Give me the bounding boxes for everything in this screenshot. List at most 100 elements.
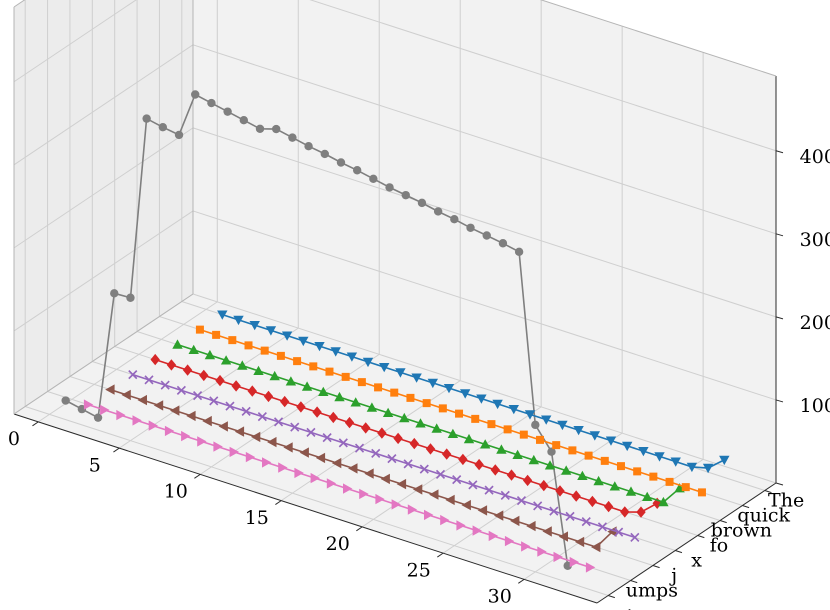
data-point (343, 483, 353, 494)
x-tick-mark (32, 421, 39, 427)
data-point (272, 124, 281, 134)
y-tick-mark (608, 595, 616, 599)
data-point (61, 396, 70, 405)
z-grid-back (192, 210, 777, 401)
data-point (396, 478, 407, 490)
y-tick-mark (719, 520, 727, 524)
data-point (209, 396, 219, 406)
y-tick-mark (675, 550, 683, 554)
data-point (207, 98, 216, 108)
data-point (702, 463, 714, 474)
series-5 (105, 384, 617, 553)
data-point (93, 413, 103, 422)
data-point (605, 436, 617, 446)
data-point (371, 448, 381, 458)
data-point (429, 489, 439, 500)
data-point (285, 376, 297, 386)
data-point (263, 390, 274, 403)
data-point (100, 404, 110, 416)
data-point (472, 525, 482, 536)
z-grid-back (192, 127, 777, 318)
data-point (293, 357, 302, 366)
data-point (299, 447, 309, 458)
y-tick-label: j (669, 564, 677, 586)
data-point (280, 395, 290, 408)
data-point (585, 562, 596, 573)
data-point (616, 462, 625, 471)
data-point (568, 446, 577, 455)
data-point (425, 443, 436, 455)
data-point (312, 406, 322, 418)
data-point (346, 352, 358, 362)
data-point (393, 432, 403, 445)
x-tick-label: 20 (326, 533, 350, 555)
data-point (415, 418, 426, 428)
data-point (128, 370, 138, 380)
data-point (354, 443, 365, 453)
data-point (142, 114, 151, 123)
data-point (215, 374, 225, 387)
data-point (150, 353, 160, 366)
data-point (218, 421, 228, 432)
data-point (239, 116, 249, 125)
data-point (670, 457, 681, 467)
data-point (382, 407, 394, 417)
data-point (492, 399, 503, 410)
data-point (374, 383, 383, 392)
data-point (199, 369, 209, 382)
data-point (377, 427, 387, 439)
x-tick-mark (275, 500, 282, 505)
data-point (431, 423, 442, 433)
data-point (438, 404, 447, 413)
data-point (304, 141, 313, 151)
data-point (484, 485, 494, 495)
data-point (330, 347, 341, 357)
data-point (193, 391, 203, 401)
data-point (281, 331, 293, 341)
data-point (506, 469, 517, 481)
data-point (433, 207, 443, 216)
data-point (116, 409, 126, 421)
series-line (132, 373, 636, 539)
data-point (574, 536, 585, 548)
data-point (649, 472, 658, 481)
data-point (468, 480, 478, 490)
data-point (357, 378, 366, 387)
data-point (153, 400, 164, 411)
data-point (132, 415, 142, 426)
data-point (500, 490, 510, 500)
data-point (496, 444, 507, 454)
z-tick-mark (775, 482, 784, 486)
data-point (121, 389, 131, 401)
y-grid-floor (25, 406, 609, 596)
data-point (406, 393, 415, 402)
data-point (539, 479, 549, 492)
data-point (320, 149, 329, 159)
y-tick-mark (764, 490, 772, 494)
data-point (253, 365, 264, 375)
data-point (587, 495, 598, 508)
x-tick-mark (356, 526, 363, 532)
y-tick-label: The (768, 489, 804, 511)
data-point (609, 481, 620, 491)
data-point (191, 90, 200, 99)
data-point (137, 394, 147, 406)
data-point (528, 454, 539, 465)
data-point (536, 435, 545, 444)
data-point (471, 414, 480, 423)
data-point (241, 406, 251, 416)
data-point (622, 441, 633, 452)
data-point (460, 389, 471, 399)
data-point (331, 457, 342, 469)
data-point (542, 526, 552, 537)
z-grid-back (192, 293, 777, 484)
z-tick-mark (775, 233, 784, 237)
x-tick-label: 10 (164, 481, 188, 503)
data-point (202, 415, 212, 427)
data-point (445, 494, 455, 506)
data-point (399, 412, 410, 423)
data-point (362, 357, 374, 368)
data-point (166, 359, 177, 371)
data-point (395, 368, 406, 378)
data-point (555, 485, 565, 497)
